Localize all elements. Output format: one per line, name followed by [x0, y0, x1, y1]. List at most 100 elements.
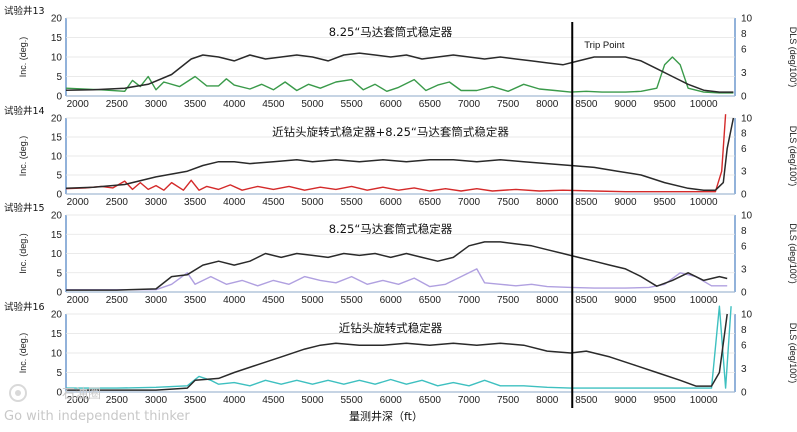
x-tick: 4500: [262, 197, 285, 208]
x-tick: 3000: [145, 295, 168, 306]
x-tick: 4000: [223, 99, 246, 110]
x-tick: 9500: [653, 197, 676, 208]
x-tick: 3500: [184, 295, 207, 306]
dls-series-line: [65, 56, 734, 94]
y-tick-left: 5: [56, 268, 62, 279]
x-tick: 9000: [614, 99, 637, 110]
x-tick: 4000: [223, 295, 246, 306]
y-tick-right: 6: [741, 341, 747, 352]
chart-panel-3: 试验井15 8.25“马达套筒式稳定器 0 5 10 15 20 0 3 6 8 10 2000 2500…: [4, 202, 797, 306]
x-tick: 3000: [145, 197, 168, 208]
y-tick-right: 0: [741, 388, 747, 399]
y-tick-left: 5: [56, 171, 62, 182]
x-tick: 8500: [575, 197, 598, 208]
y-axis-label-right: DLS (deg/100’): [788, 126, 797, 187]
y-tick-left: 15: [51, 230, 63, 241]
x-tick: 3000: [145, 395, 168, 406]
y-tick-left: 0: [56, 388, 62, 399]
x-tick: 2000: [67, 99, 90, 110]
x-tick: 6500: [419, 99, 442, 110]
y-tick-left: 20: [51, 14, 63, 25]
well-label: 试验井15: [4, 202, 45, 214]
y-tick-left: 10: [51, 53, 63, 64]
y-tick-left: 20: [51, 310, 63, 321]
x-tick: 7500: [497, 395, 520, 406]
y-tick-left: 10: [51, 152, 63, 163]
panel-title: 近钻头旋转式稳定器: [339, 321, 443, 335]
x-tick: 8500: [575, 295, 598, 306]
watermark-brand: 石油圈: [62, 387, 101, 402]
y-tick-right: 8: [741, 29, 747, 40]
chart-panel-2: 试验井14 近钻头旋转式稳定器+8.25“马达套筒式稳定器 0 5 10 15 20 0 3 6 8…: [4, 105, 797, 208]
inc-series-line: [66, 313, 728, 391]
x-tick: 4000: [223, 395, 246, 406]
y-tick-left: 15: [51, 33, 63, 44]
x-tick: 4500: [262, 395, 285, 406]
y-axis-label-right: DLS (deg/100’): [788, 323, 797, 384]
y-tick-right: 10: [741, 14, 753, 25]
x-tick: 7500: [497, 197, 520, 208]
x-tick: 4500: [262, 295, 285, 306]
y-tick-right: 0: [741, 288, 747, 299]
y-axis-label-left: Inc. (deg.): [18, 333, 28, 374]
x-tick: 8500: [575, 395, 598, 406]
x-tick: 8000: [536, 395, 559, 406]
x-tick: 5000: [301, 197, 324, 208]
y-tick-right: 10: [741, 310, 753, 321]
x-tick: 5500: [340, 197, 363, 208]
x-tick: 7000: [458, 99, 481, 110]
chart-panel-1: 试验井13 8.25“马达套筒式稳定器 0 5 10 15 20 0 3 6 8 10 2000 2500…: [4, 5, 797, 110]
x-tick: 4000: [223, 197, 246, 208]
x-tick: 3500: [184, 395, 207, 406]
y-tick-left: 5: [56, 368, 62, 379]
y-tick-right: 0: [741, 92, 747, 103]
y-tick-left: 0: [56, 92, 62, 103]
dls-series-line: [66, 305, 732, 389]
x-tick: 2500: [106, 295, 129, 306]
y-tick-right: 3: [741, 264, 747, 275]
panel-title: 近钻头旋转式稳定器+8.25“马达套筒式稳定器: [272, 125, 509, 139]
y-tick-right: 6: [741, 45, 747, 56]
y-tick-right: 3: [741, 364, 747, 375]
y-tick-left: 10: [51, 249, 63, 260]
x-tick: 6500: [419, 295, 442, 306]
y-tick-right: 6: [741, 241, 747, 252]
x-tick: 3000: [145, 99, 168, 110]
x-tick: 7000: [458, 197, 481, 208]
x-tick: 2000: [67, 295, 90, 306]
y-tick-left: 5: [56, 72, 62, 83]
y-tick-left: 15: [51, 133, 63, 144]
x-tick: 10000: [690, 197, 718, 208]
y-axis-label-left: Inc. (deg.): [18, 136, 28, 177]
x-tick: 9000: [614, 197, 637, 208]
x-tick: 8000: [536, 99, 559, 110]
x-tick: 5000: [301, 295, 324, 306]
x-tick: 2000: [67, 197, 90, 208]
panel-title: 8.25“马达套筒式稳定器: [329, 25, 453, 39]
x-tick: 4500: [262, 99, 285, 110]
y-tick-left: 15: [51, 329, 63, 340]
x-tick: 6500: [419, 197, 442, 208]
y-tick-left: 0: [56, 288, 62, 299]
watermark: 石油圈 Go with independent thinker: [4, 384, 190, 424]
x-tick: 6000: [380, 197, 403, 208]
y-tick-left: 20: [51, 114, 63, 125]
well-label: 试验井16: [4, 301, 45, 313]
y-axis-label-right: DLS (deg/100’): [788, 27, 797, 88]
y-tick-right: 10: [741, 211, 753, 222]
x-tick: 5500: [340, 99, 363, 110]
y-tick-right: 0: [741, 190, 747, 201]
y-axis-label-left: Inc. (deg.): [18, 233, 28, 274]
y-tick-right: 8: [741, 226, 747, 237]
inc-series-line: [65, 52, 734, 93]
x-tick: 10000: [690, 295, 718, 306]
y-tick-right: 8: [741, 325, 747, 336]
x-tick: 2000: [67, 395, 90, 406]
chart-panel-4: 试验井16 近钻头旋转式稳定器 0 5 10 15 20 0 3 6 8 10 2000 2500 3000…: [4, 301, 797, 406]
x-tick: 9500: [653, 99, 676, 110]
trip-point-label: Trip Point: [584, 40, 625, 51]
x-tick: 9000: [614, 295, 637, 306]
x-tick: 8000: [536, 295, 559, 306]
y-axis-label-left: Inc. (deg.): [18, 37, 28, 78]
y-tick-right: 3: [741, 167, 747, 178]
